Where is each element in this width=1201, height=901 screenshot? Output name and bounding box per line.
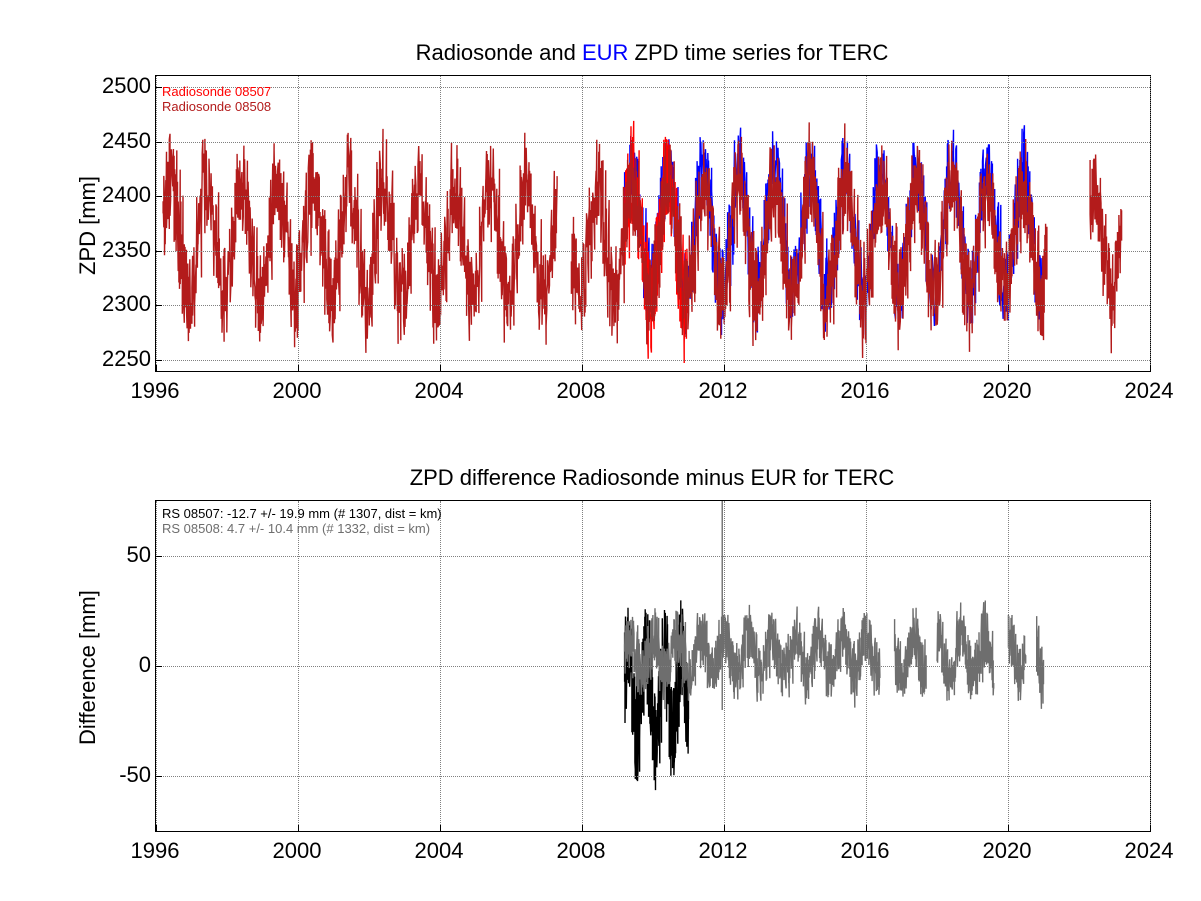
x-tick-label: 2016 xyxy=(841,378,890,404)
gridline-v xyxy=(582,76,583,371)
figure: Radiosonde and EUR ZPD time series for T… xyxy=(0,0,1201,901)
x-tick-label: 2012 xyxy=(699,838,748,864)
panel1-title-post: ZPD time series for TERC xyxy=(628,40,888,65)
x-tick-label: 2000 xyxy=(273,838,322,864)
tick-v xyxy=(1150,825,1151,831)
gridline-v xyxy=(1150,501,1151,831)
panel1-legend-1: Radiosonde 08508 xyxy=(162,99,271,114)
tick-v xyxy=(1008,825,1009,831)
tick-v xyxy=(440,825,441,831)
panel2-axes xyxy=(155,500,1151,832)
x-tick-label: 2020 xyxy=(983,378,1032,404)
tick-h xyxy=(156,251,162,252)
y-tick-label: 50 xyxy=(121,542,151,568)
gridline-v xyxy=(440,76,441,371)
gridline-v xyxy=(866,76,867,371)
x-tick-label: 2008 xyxy=(557,378,606,404)
tick-v xyxy=(866,365,867,371)
panel1-axes xyxy=(155,75,1151,372)
panel1-svg xyxy=(156,76,1150,371)
y-tick-label: 2500 xyxy=(97,73,151,99)
panel1-plot-area xyxy=(156,76,1150,371)
gridline-v xyxy=(1008,76,1009,371)
panel1-title-pre: Radiosonde and xyxy=(416,40,582,65)
gridline-h xyxy=(156,305,1150,306)
tick-v xyxy=(866,825,867,831)
gridline-h xyxy=(156,87,1150,88)
panel1-title-mid: EUR xyxy=(582,40,628,65)
y-tick-label: -50 xyxy=(109,762,151,788)
tick-h xyxy=(156,666,162,667)
panel1-legend-0: Radiosonde 08507 xyxy=(162,84,271,99)
x-tick-label: 2004 xyxy=(415,838,464,864)
tick-v xyxy=(582,365,583,371)
tick-h xyxy=(156,142,162,143)
x-tick-label: 2020 xyxy=(983,838,1032,864)
gridline-v xyxy=(724,76,725,371)
x-tick-label: 2024 xyxy=(1125,378,1174,404)
tick-v xyxy=(724,825,725,831)
tick-v xyxy=(298,825,299,831)
x-tick-label: 2008 xyxy=(557,838,606,864)
panel2-title: ZPD difference Radiosonde minus EUR for … xyxy=(155,465,1149,491)
x-tick-label: 2004 xyxy=(415,378,464,404)
x-tick-label: 1996 xyxy=(131,378,180,404)
gridline-v xyxy=(298,76,299,371)
x-tick-label: 1996 xyxy=(131,838,180,864)
y-tick-label: 2300 xyxy=(97,291,151,317)
y-tick-label: 2250 xyxy=(97,346,151,372)
tick-v xyxy=(582,825,583,831)
x-tick-label: 2016 xyxy=(841,838,890,864)
panel2-legend-1: RS 08508: 4.7 +/- 10.4 mm (# 1332, dist … xyxy=(162,521,430,536)
tick-h xyxy=(156,196,162,197)
y-tick-label: 0 xyxy=(133,652,151,678)
x-tick-label: 2024 xyxy=(1125,838,1174,864)
tick-h xyxy=(156,556,162,557)
y-tick-label: 2350 xyxy=(97,237,151,263)
gridline-h xyxy=(156,556,1150,557)
tick-v xyxy=(1150,365,1151,371)
gridline-h xyxy=(156,776,1150,777)
gridline-h xyxy=(156,251,1150,252)
gridline-h xyxy=(156,360,1150,361)
tick-v xyxy=(1008,365,1009,371)
tick-h xyxy=(156,360,162,361)
tick-v xyxy=(440,365,441,371)
gridline-h xyxy=(156,196,1150,197)
y-tick-label: 2400 xyxy=(97,182,151,208)
panel2-ylabel: Difference [mm] xyxy=(75,590,101,745)
tick-v xyxy=(156,825,157,831)
x-tick-label: 2012 xyxy=(699,378,748,404)
panel1-title: Radiosonde and EUR ZPD time series for T… xyxy=(155,40,1149,66)
tick-v xyxy=(724,365,725,371)
gridline-v xyxy=(1150,76,1151,371)
tick-v xyxy=(156,365,157,371)
gridline-h xyxy=(156,666,1150,667)
gridline-v xyxy=(156,76,157,371)
tick-h xyxy=(156,776,162,777)
gridline-h xyxy=(156,142,1150,143)
y-tick-label: 2450 xyxy=(97,128,151,154)
panel1-series-2 xyxy=(163,122,1122,358)
panel2-legend-0: RS 08507: -12.7 +/- 19.9 mm (# 1307, dis… xyxy=(162,506,442,521)
x-tick-label: 2000 xyxy=(273,378,322,404)
tick-h xyxy=(156,305,162,306)
tick-v xyxy=(298,365,299,371)
